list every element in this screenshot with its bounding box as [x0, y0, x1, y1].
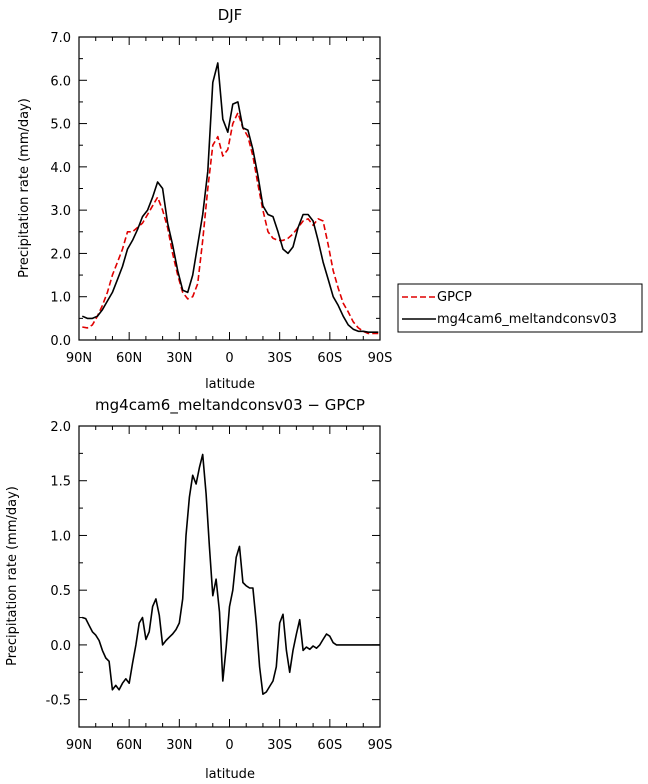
top-chart-title: DJF — [218, 6, 243, 24]
x-tick-label: 90S — [368, 351, 393, 366]
y-tick-label: 1.0 — [50, 529, 71, 544]
y-tick-label: 5.0 — [50, 118, 71, 133]
difference-series-line — [82, 453, 380, 696]
y-tick-label: 0.0 — [50, 334, 71, 349]
bottom-chart-xlabel: latitude — [205, 767, 255, 782]
top-chart: DJF latitude Precipitation rate (mm/day)… — [17, 6, 643, 392]
x-tick-label: 90S — [368, 738, 393, 753]
y-tick-label: 4.0 — [50, 161, 71, 176]
y-tick-label: 3.0 — [50, 204, 71, 219]
legend-box — [397, 283, 643, 333]
x-tick-label: 60N — [116, 738, 142, 753]
mg4cam6-meltandconsv03-series-line — [81, 62, 379, 334]
legend-label-model: mg4cam6_meltandconsv03 — [437, 312, 617, 327]
x-tick-label: 30S — [267, 738, 292, 753]
y-tick-label: 0.5 — [50, 584, 71, 599]
y-tick-label: 2.0 — [50, 247, 71, 262]
x-tick-label: 60N — [116, 351, 142, 366]
y-tick-label: 7.0 — [50, 31, 71, 46]
bottom-chart-title: mg4cam6_meltandconsv03 − GPCP — [95, 396, 365, 415]
x-tick-label: 60S — [317, 738, 342, 753]
bottom-chart: mg4cam6_meltandconsv03 − GPCP latitude P… — [5, 396, 392, 782]
x-tick-label: 30N — [166, 351, 192, 366]
top-chart-legend: GPCP mg4cam6_meltandconsv03 — [397, 283, 643, 333]
y-tick-label: 1.5 — [50, 475, 71, 490]
y-tick-label: 6.0 — [50, 74, 71, 89]
x-tick-label: 60S — [317, 351, 342, 366]
legend-label-gpcp: GPCP — [437, 290, 472, 305]
x-tick-label: 30N — [166, 738, 192, 753]
y-tick-label: 2.0 — [50, 420, 71, 435]
plot-frame — [78, 36, 381, 341]
top-chart-ylabel: Precipitation rate (mm/day) — [17, 98, 32, 278]
y-tick-label: 1.0 — [50, 291, 71, 306]
top-chart-xlabel: latitude — [205, 377, 255, 392]
y-tick-label: 0.0 — [50, 639, 71, 654]
x-tick-label: 0 — [225, 351, 233, 366]
y-tick-label: -0.5 — [46, 694, 71, 709]
x-tick-label: 0 — [225, 738, 233, 753]
x-tick-label: 30S — [267, 351, 292, 366]
x-tick-label: 90N — [66, 738, 92, 753]
gpcp-series-line — [82, 112, 379, 335]
bottom-chart-ylabel: Precipitation rate (mm/day) — [5, 486, 20, 666]
x-tick-label: 90N — [66, 351, 92, 366]
